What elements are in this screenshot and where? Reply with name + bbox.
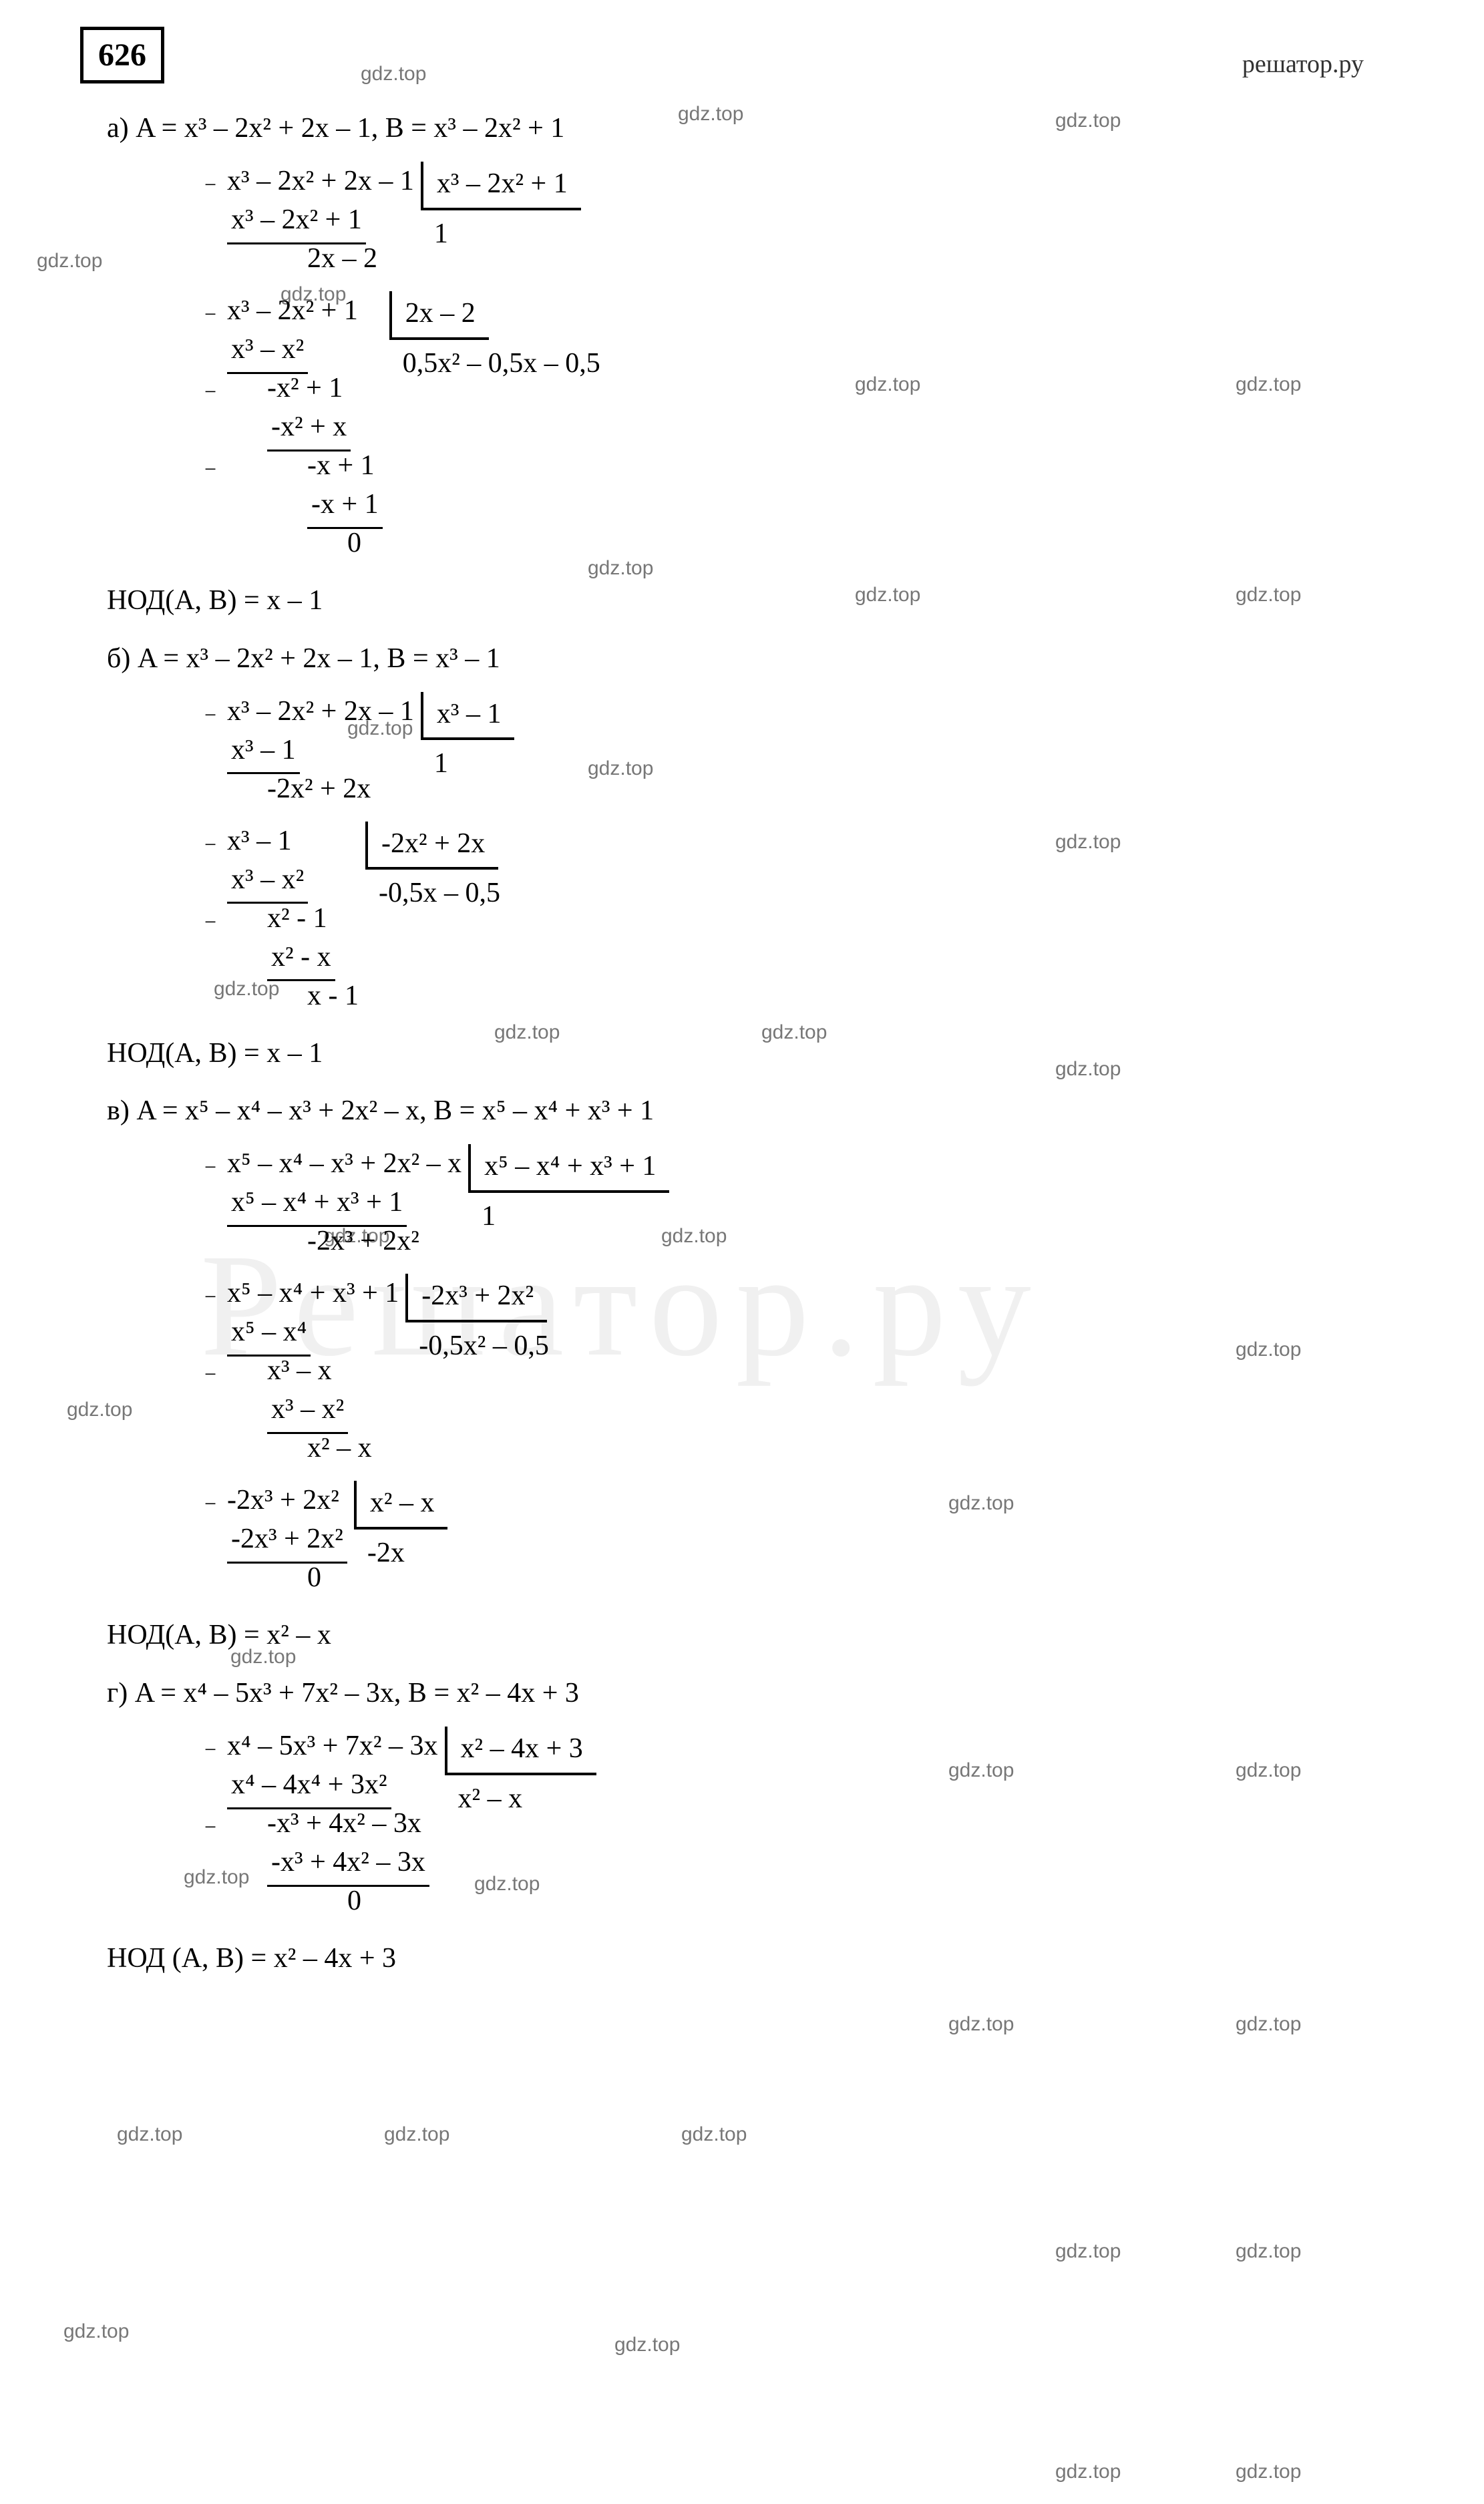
gdz-watermark: gdz.top (1055, 2458, 1121, 2486)
rem: -x + 1 (307, 450, 375, 481)
part-d-gcd: НОД (A, B) = x² – 4x + 3 (107, 1939, 1404, 1978)
rem: -x² + 1 (267, 373, 343, 403)
divisor: x² – x (354, 1481, 448, 1530)
gdz-watermark: gdz.top (1055, 2238, 1121, 2266)
sub: x⁵ – x⁴ (227, 1312, 311, 1357)
gdz-watermark: gdz.top (1236, 2238, 1301, 2266)
divisor: x⁵ – x⁴ + x³ + 1 (468, 1144, 669, 1193)
part-a-given: а) A = x³ – 2x² + 2x – 1, B = x³ – 2x² +… (107, 109, 1404, 148)
part-c-div1: x⁵ – x⁴ – x³ + 2x² – x x⁵ – x⁴ + x³ + 1 … (200, 1144, 1404, 1260)
gdz-watermark: gdz.top (614, 2331, 680, 2359)
sub: x² - x (267, 938, 335, 982)
divisor: -2x³ + 2x² (405, 1274, 547, 1322)
sub: -x² + x (267, 407, 351, 452)
part-c-div3: -2x³ + 2x² -2x³ + 2x² 0 x² – x -2x (200, 1481, 1404, 1597)
rem: x - 1 (307, 980, 359, 1011)
dividend: x³ – 2x² + 2x – 1 (227, 166, 414, 196)
sub: -x + 1 (307, 485, 383, 529)
divisor: x² – 4x + 3 (445, 1727, 596, 1775)
quotient: 1 (421, 210, 581, 254)
rem: -2x³ + 2x² (307, 1226, 419, 1256)
divisor: x³ – 1 (421, 692, 515, 741)
part-a-div1: x³ – 2x² + 2x – 1 x³ – 2x² + 1 2x – 2 x³… (200, 162, 1404, 278)
rem: x² – x (307, 1433, 372, 1463)
divisor: x³ – 2x² + 1 (421, 162, 581, 210)
gdz-watermark: gdz.top (948, 2010, 1014, 2038)
part-c-div2: x⁵ – x⁴ + x³ + 1 x⁵ – x⁴ x³ – x x³ – x² … (200, 1274, 1404, 1467)
dividend: x³ – 2x² + 2x – 1 (227, 696, 414, 727)
rem: -2x² + 2x (267, 773, 371, 804)
sub: -2x³ + 2x² (227, 1519, 347, 1564)
rem: 0 (307, 1562, 321, 1593)
rem: -x³ + 4x² – 3x (267, 1808, 421, 1839)
sub: x³ – x² (227, 860, 308, 904)
rem: 0 (347, 528, 361, 558)
sub: x⁴ – 4x⁴ + 3x² (227, 1765, 391, 1809)
quotient: -0,5x² – 0,5 (405, 1322, 549, 1366)
sub: x³ – 2x² + 1 (227, 200, 366, 244)
divisor: -2x² + 2x (365, 822, 498, 870)
rem: x³ – x (267, 1355, 332, 1386)
quotient: 1 (421, 740, 515, 783)
dividend: x⁵ – x⁴ – x³ + 2x² – x (227, 1148, 461, 1179)
gdz-watermark: gdz.top (117, 2121, 182, 2149)
quotient: -2x (354, 1530, 448, 1573)
part-d-given: г) A = x⁴ – 5x³ + 7x² – 3x, B = x² – 4x … (107, 1674, 1404, 1713)
dividend: x³ – 2x² + 1 (227, 295, 358, 326)
gdz-watermark: gdz.top (384, 2121, 449, 2149)
part-d-div1: x⁴ – 5x³ + 7x² – 3x x⁴ – 4x⁴ + 3x² -x³ +… (200, 1727, 1404, 1920)
gdz-watermark: gdz.top (63, 2318, 129, 2346)
part-b-div2: x³ – 1 x³ – x² x² - 1 x² - x x - 1 -2x² … (200, 822, 1404, 1015)
part-a-gcd: НОД(A, B) = x – 1 (107, 581, 1404, 620)
sub: x³ – x² (267, 1390, 348, 1434)
gdz-watermark: gdz.top (681, 2121, 747, 2149)
sub: x³ – 1 (227, 731, 300, 775)
rem: x² - 1 (267, 903, 327, 934)
quotient: x² – x (445, 1775, 596, 1819)
gdz-watermark: gdz.top (1236, 2458, 1301, 2486)
sub: x³ – x² (227, 330, 308, 374)
quotient: 0,5x² – 0,5x – 0,5 (389, 340, 600, 383)
sub: -x³ + 4x² – 3x (267, 1843, 429, 1887)
part-b-gcd: НОД(A, B) = x – 1 (107, 1034, 1404, 1073)
part-c-gcd: НОД(A, B) = x² – x (107, 1616, 1404, 1655)
site-name: решатор.ру (1242, 47, 1364, 82)
problem-number: 626 (80, 27, 164, 83)
dividend: x⁴ – 5x³ + 7x² – 3x (227, 1731, 438, 1761)
dividend: x⁵ – x⁴ + x³ + 1 (227, 1278, 399, 1308)
dividend: -2x³ + 2x² (227, 1485, 339, 1515)
part-c-given: в) A = x⁵ – x⁴ – x³ + 2x² – x, B = x⁵ – … (107, 1091, 1404, 1131)
rem: 2x – 2 (307, 243, 377, 274)
part-b-given: б) A = x³ – 2x² + 2x – 1, B = x³ – 1 (107, 639, 1404, 679)
part-b-div1: x³ – 2x² + 2x – 1 x³ – 1 -2x² + 2x x³ – … (200, 692, 1404, 808)
sub: x⁵ – x⁴ + x³ + 1 (227, 1183, 407, 1227)
rem: 0 (347, 1886, 361, 1916)
dividend: x³ – 1 (227, 826, 292, 856)
gdz-watermark: gdz.top (1236, 2010, 1301, 2038)
quotient: 1 (468, 1193, 669, 1236)
divisor: 2x – 2 (389, 291, 489, 340)
quotient: -0,5x – 0,5 (365, 870, 500, 913)
part-a-div2: x³ – 2x² + 1 x³ – x² -x² + 1 -x² + x -x … (200, 291, 1404, 562)
